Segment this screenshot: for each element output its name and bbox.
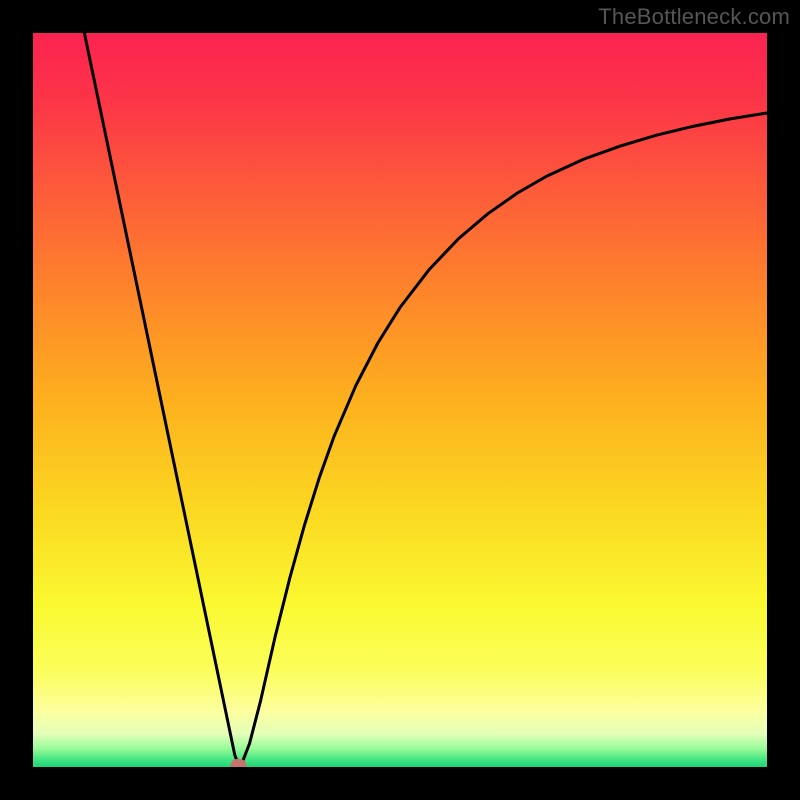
watermark-text: TheBottleneck.com: [598, 4, 790, 30]
chart-container: TheBottleneck.com: [0, 0, 800, 800]
plot-svg: [33, 33, 767, 767]
plot-area: [33, 33, 767, 767]
gradient-background: [33, 33, 767, 767]
